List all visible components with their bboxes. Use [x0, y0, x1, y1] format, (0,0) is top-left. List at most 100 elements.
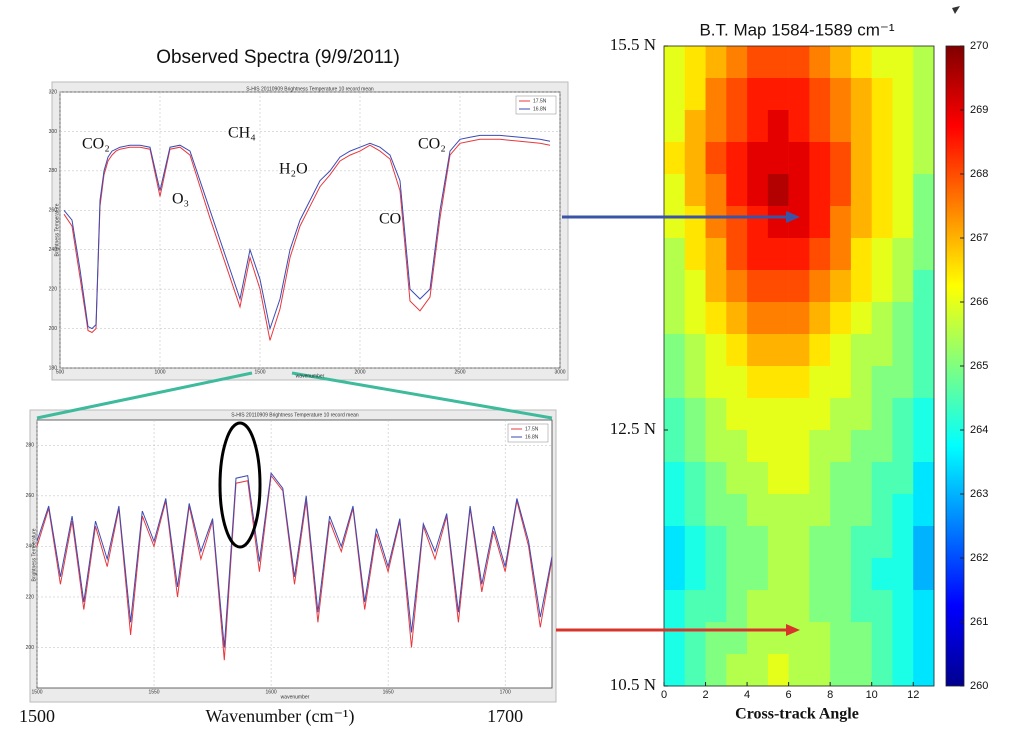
corner-mark: [952, 6, 960, 14]
heat-cell: [913, 270, 935, 303]
heat-cell: [684, 302, 706, 335]
heat-cell: [871, 462, 893, 495]
heat-cell: [726, 334, 748, 367]
y-tick-label: 240: [26, 544, 35, 550]
heat-cell: [684, 590, 706, 623]
heat-cell: [747, 590, 769, 623]
heat-cell: [767, 590, 789, 623]
x-tick-label: 2: [702, 689, 708, 701]
heat-cell: [705, 590, 727, 623]
heat-cell: [684, 622, 706, 655]
series-line: [36, 471, 553, 648]
heat-cell: [705, 174, 727, 207]
y-tick-label: 220: [26, 594, 35, 600]
heat-cell: [788, 334, 810, 367]
heat-cell: [913, 302, 935, 335]
heat-cell: [705, 302, 727, 335]
heat-cell: [788, 238, 810, 271]
heat-cell: [913, 142, 935, 175]
heat-cell: [913, 654, 935, 687]
y-tick-label: 180: [49, 365, 58, 371]
colorbar-tick-label: 270: [970, 40, 988, 52]
heat-cell: [788, 494, 810, 527]
heat-cell: [747, 78, 769, 111]
heat-cell: [871, 654, 893, 687]
heat-cell: [664, 206, 686, 239]
caption-x-label: Wavenumber (cm⁻¹): [206, 706, 355, 727]
heat-cell: [705, 398, 727, 431]
heat-cell: [871, 622, 893, 655]
heat-cell: [726, 654, 748, 687]
heat-cell: [726, 558, 748, 591]
heat-cell: [830, 302, 852, 335]
heat-cell: [871, 302, 893, 335]
heat-cell: [726, 430, 748, 463]
colorbar-tick-label: 269: [970, 104, 988, 116]
heat-cell: [664, 78, 686, 111]
heat-cell: [850, 654, 872, 687]
heat-cell: [747, 398, 769, 431]
x-tick-label: 6: [786, 689, 792, 701]
heat-cell: [830, 558, 852, 591]
heat-cell: [788, 558, 810, 591]
heat-cell: [850, 462, 872, 495]
heat-cell: [850, 622, 872, 655]
heat-cell: [767, 462, 789, 495]
heat-cell: [726, 238, 748, 271]
heat-cell: [809, 398, 831, 431]
heat-cell: [747, 270, 769, 303]
colorbar-tick-label: 260: [970, 680, 988, 692]
heat-cell: [767, 398, 789, 431]
x-tick-label: 1000: [154, 369, 165, 375]
heat-cell: [767, 142, 789, 175]
heat-cell: [830, 142, 852, 175]
heat-cell: [892, 206, 914, 239]
heat-cell: [788, 78, 810, 111]
heat-cell: [684, 206, 706, 239]
heat-cell: [871, 78, 893, 111]
heat-cell: [850, 366, 872, 399]
x-tick-label: 10: [866, 689, 878, 701]
chart-title: Observed Spectra (9/9/2011): [156, 47, 400, 68]
heat-cell: [850, 46, 872, 79]
heat-cell: [664, 238, 686, 271]
heat-cell: [892, 526, 914, 559]
heat-cell: [705, 270, 727, 303]
heat-cell: [684, 654, 706, 687]
heat-cell: [747, 622, 769, 655]
caption-x-tick: 1500: [19, 706, 55, 726]
x-tick-label: 3000: [554, 369, 565, 375]
heat-cell: [850, 238, 872, 271]
heat-cell: [747, 302, 769, 335]
heat-cell: [788, 654, 810, 687]
heat-cell: [850, 526, 872, 559]
y-tick-label: 200: [49, 326, 58, 332]
heat-cell: [830, 206, 852, 239]
heat-cell: [809, 206, 831, 239]
heat-cell: [684, 270, 706, 303]
heat-cell: [830, 334, 852, 367]
heat-cell: [747, 174, 769, 207]
heat-cell: [913, 174, 935, 207]
heat-cell: [767, 174, 789, 207]
heat-cell: [850, 142, 872, 175]
heat-cell: [705, 654, 727, 687]
heat-cell: [871, 494, 893, 527]
heat-cell: [747, 142, 769, 175]
y-tick-label: 240: [49, 247, 58, 253]
heat-cell: [809, 494, 831, 527]
heat-cell: [747, 526, 769, 559]
x-axis-label: Cross-track Angle: [735, 706, 859, 723]
heat-cell: [850, 302, 872, 335]
heat-cell: [871, 558, 893, 591]
heat-cell: [850, 430, 872, 463]
heat-cell: [809, 174, 831, 207]
heat-cell: [830, 430, 852, 463]
x-tick-label: 1500: [31, 689, 42, 695]
heat-cell: [892, 78, 914, 111]
heat-cell: [913, 430, 935, 463]
arrow-head: [786, 624, 800, 636]
colorbar-tick-label: 262: [970, 552, 988, 564]
heat-cell: [767, 334, 789, 367]
